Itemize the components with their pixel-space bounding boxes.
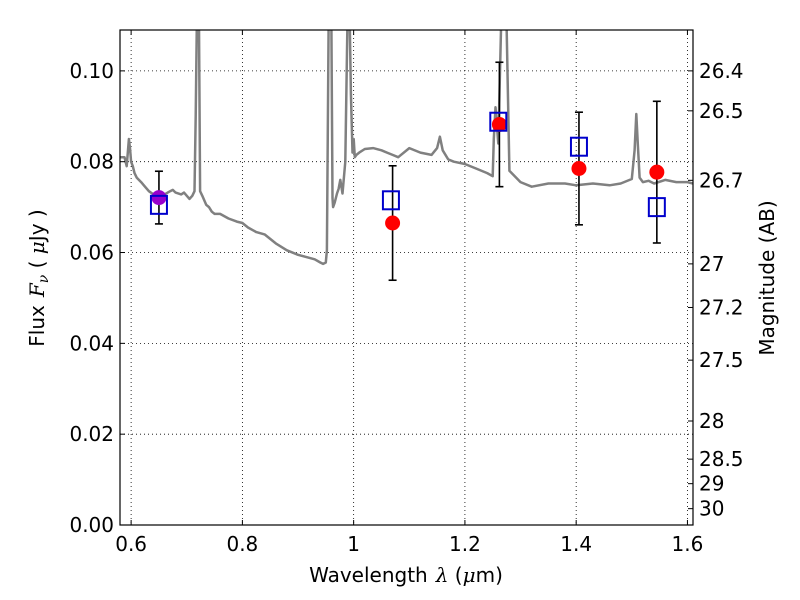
x-tick-label: 1.6 [672, 532, 704, 556]
data-layer [120, 30, 693, 266]
y2-tick-label: 28 [699, 409, 724, 433]
y2-tick-label: 29 [699, 472, 724, 496]
errorbar-layer [149, 61, 666, 282]
x-tick-label: 0.8 [226, 532, 258, 556]
y2-tick-label: 26.7 [699, 168, 744, 192]
y2-tick-label: 27.5 [699, 348, 744, 372]
y2-tick-label: 30 [699, 497, 724, 521]
y2-tick-label: 27 [699, 252, 724, 276]
x-tick-label: 1 [347, 532, 360, 556]
x-tick-label: 0.6 [115, 532, 147, 556]
model-point [149, 194, 168, 215]
y2-tick-label: 28.5 [699, 447, 744, 471]
y-tick-label: 0.08 [69, 150, 114, 174]
data-point [385, 215, 401, 231]
tick-layer: 0.6 0.8 1 1.2 1.4 1.6 0.00 0.02 0.04 0.06 0.08 0.10… [69, 30, 744, 556]
x-axis-label: Wavelength λ (μm) [309, 563, 503, 587]
model-point [489, 111, 508, 132]
model-point [381, 190, 400, 211]
data-point [649, 164, 665, 180]
plot-area-background [120, 30, 693, 525]
y2-axis-label: Magnitude (AB) [755, 200, 779, 355]
model-point [569, 136, 588, 157]
y-tick-label: 0.02 [69, 422, 114, 446]
y-axis-label: FluxFν ( μJy ) [25, 209, 52, 346]
y2-tick-label: 27.2 [699, 295, 744, 319]
y-tick-label: 0.10 [69, 59, 114, 83]
grid [120, 30, 693, 526]
spectrum-line [120, 30, 693, 266]
x-tick-label: 1.2 [449, 532, 481, 556]
y2-tick-label: 26.4 [699, 59, 744, 83]
model-point [647, 197, 666, 218]
y-tick-label: 0.06 [69, 241, 114, 265]
data-point [491, 116, 507, 132]
plot-frame [119, 29, 694, 526]
y-tick-label: 0.00 [69, 513, 114, 537]
data-point [571, 161, 587, 177]
y2-tick-label: 26.5 [699, 99, 744, 123]
data-point [151, 190, 167, 206]
x-tick-label: 1.4 [560, 532, 592, 556]
y-tick-label: 0.04 [69, 331, 114, 355]
